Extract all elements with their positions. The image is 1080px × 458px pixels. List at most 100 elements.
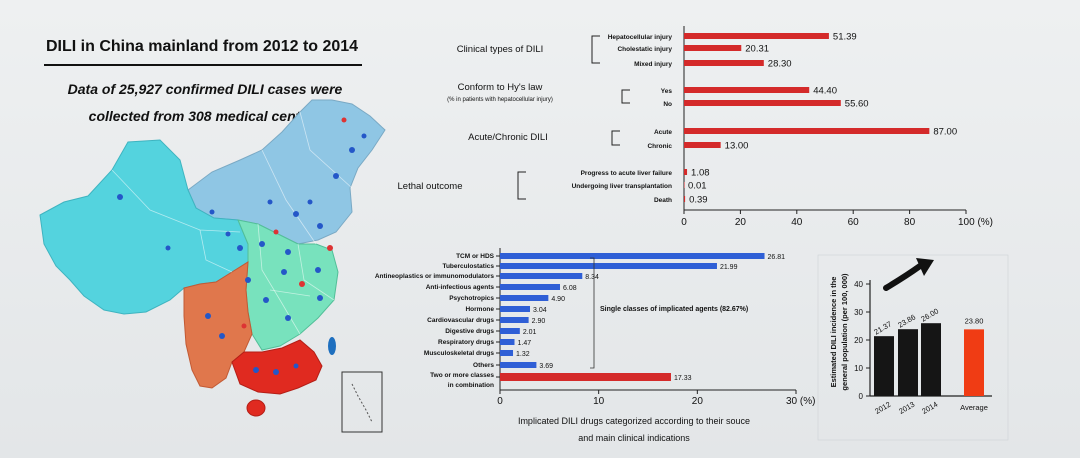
map-region-hainan bbox=[246, 399, 266, 417]
chart2-category-label: Cardiovascular drugs bbox=[427, 317, 494, 324]
chart3-y-tick-label: 40 bbox=[854, 280, 863, 289]
chart1-x-tick-label: 60 bbox=[848, 217, 860, 228]
chart2-value-label: 21.99 bbox=[720, 264, 738, 271]
chart3-value-label: 21.37 bbox=[872, 319, 893, 336]
chart2-bar bbox=[500, 350, 514, 356]
chart2-bar bbox=[500, 317, 529, 323]
chart2-category-label: Hormone bbox=[465, 306, 494, 313]
chart1-bar bbox=[684, 196, 686, 202]
chart2-value-label: 2.90 bbox=[532, 318, 546, 325]
chart2-category-label: Digestive drugs bbox=[445, 328, 494, 335]
chart3-value-label: 26.00 bbox=[919, 306, 940, 323]
chart1-group-sublabel: (% in patients with hepatocellular injur… bbox=[447, 97, 553, 103]
chart1-x-tick-label: 0 bbox=[681, 217, 687, 228]
chart1-value-label: 28.30 bbox=[768, 59, 792, 70]
map-region-taiwan bbox=[328, 337, 336, 355]
province-borders bbox=[111, 111, 353, 335]
chart3-ylabel-1: Estimated DILI incidence in the bbox=[829, 277, 838, 388]
trend-arrow-head-icon bbox=[916, 258, 934, 276]
chart3-value-label: 23.86 bbox=[896, 312, 917, 329]
chart2-category-label: Anti-infectious agents bbox=[426, 284, 495, 291]
chart2-category-label: Tuberculostatics bbox=[442, 263, 494, 270]
chart2-category-label: Antineoplastics or immunomodulators bbox=[375, 273, 495, 280]
medical-center-markers bbox=[117, 117, 367, 375]
chart2-bar bbox=[500, 306, 530, 312]
chart3-category-label: Average bbox=[960, 403, 988, 412]
chart1-bar-label: Mixed injury bbox=[634, 61, 672, 68]
chart1-bar-label: Chronic bbox=[647, 143, 672, 150]
chart2-bar bbox=[500, 295, 549, 301]
chart2-bar bbox=[500, 362, 537, 368]
chart2-category-label: Respiratory drugs bbox=[438, 339, 494, 346]
chart2-bar bbox=[500, 328, 520, 334]
chart3-bar bbox=[898, 329, 918, 396]
chart1-group-label: Lethal outcome bbox=[398, 181, 463, 192]
chart3-bar bbox=[874, 336, 894, 396]
map-region-south bbox=[231, 339, 323, 395]
chart1-value-label: 44.40 bbox=[813, 86, 837, 97]
chart2-bar bbox=[500, 263, 717, 269]
chart1-bar bbox=[684, 128, 930, 134]
chart1-bar bbox=[684, 60, 764, 66]
chart1-group-bracket bbox=[517, 171, 526, 200]
chart3-ylabel-2: general population (per 100, 000) bbox=[840, 273, 849, 391]
chart1-group-label: Acute/Chronic DILI bbox=[468, 132, 548, 143]
chart2-bar bbox=[500, 373, 671, 381]
chart2-x-tick-label: 20 bbox=[692, 396, 704, 407]
chart1-value-label: 55.60 bbox=[845, 99, 869, 110]
chart1-x-tick-label: 80 bbox=[904, 217, 916, 228]
chart2-x-tick-label: 30 (%) bbox=[786, 396, 815, 407]
chart1-group-bracket bbox=[621, 89, 630, 104]
chart2-value-label: 6.08 bbox=[563, 285, 577, 292]
chart3-category-label: 2012 bbox=[873, 400, 892, 416]
south-sea-inset bbox=[341, 371, 383, 433]
chart1-bar-label: Cholestatic injury bbox=[617, 46, 672, 53]
chart2-value-label: 8.34 bbox=[585, 274, 599, 281]
chart3-y-tick-label: 20 bbox=[854, 336, 863, 345]
map-subtitle: Data of 25,927 confirmed DILI cases were… bbox=[40, 76, 370, 130]
chart2-category-label: Musculoskeletal drugs bbox=[424, 350, 494, 357]
chart3-category-label: 2014 bbox=[920, 400, 939, 416]
chart1-group-label: Conform to Hy's law bbox=[458, 82, 543, 93]
china-map bbox=[39, 99, 386, 433]
chart2-value-label: 26.81 bbox=[768, 254, 786, 261]
chart1-bar-label: Yes bbox=[661, 88, 673, 95]
chart3-value-label: 23.80 bbox=[965, 316, 984, 325]
chart2-category-label: TCM or HDS bbox=[456, 253, 495, 260]
subtitle-line-2: collected from 308 medical centers bbox=[88, 108, 322, 124]
chart2-value-label: 2.01 bbox=[523, 329, 537, 336]
chart1-bar-label: Progress to acute liver failure bbox=[581, 170, 673, 177]
chart2-category-label: Psychotropics bbox=[449, 295, 494, 302]
chart1-bar-label: No bbox=[663, 101, 672, 108]
chart3-frame bbox=[817, 254, 1009, 441]
chart2-caption-2: and main clinical indications bbox=[578, 433, 690, 443]
chart1-value-label: 87.00 bbox=[933, 127, 957, 138]
chart3-bar bbox=[921, 323, 941, 396]
chart3-y-tick-label: 30 bbox=[854, 308, 863, 317]
chart1-bar bbox=[684, 169, 688, 175]
chart1-value-label: 0.01 bbox=[688, 181, 707, 192]
chart1-bar bbox=[684, 142, 721, 148]
chart1-bar bbox=[684, 100, 841, 106]
chart1-bar bbox=[684, 45, 742, 51]
chart1-group-label: Clinical types of DILI bbox=[457, 44, 544, 55]
chart2-value-label: 4.90 bbox=[551, 296, 565, 303]
chart1-value-label: 13.00 bbox=[725, 141, 749, 152]
chart1-value-label: 20.31 bbox=[745, 44, 769, 55]
chart1-x-tick-label: 20 bbox=[735, 217, 747, 228]
map-title: DILI in China mainland from 2012 to 2014 bbox=[46, 38, 359, 55]
chart3-y-tick-label: 10 bbox=[854, 364, 863, 373]
chart1-value-label: 0.39 bbox=[689, 195, 708, 206]
chart1-bar-label: Death bbox=[654, 197, 672, 204]
chart1-value-label: 1.08 bbox=[691, 168, 710, 179]
chart2-bar bbox=[500, 339, 515, 345]
chart1-group-bracket bbox=[591, 35, 600, 64]
chart2-category-label: Others bbox=[473, 362, 494, 369]
chart1-bar bbox=[684, 87, 810, 93]
chart1-x-tick-label: 100 (%) bbox=[958, 217, 993, 228]
chart2-caption-1: Implicated DILI drugs categorized accord… bbox=[518, 416, 750, 426]
chart2-single-bracket bbox=[590, 257, 595, 369]
chart2-x-tick-label: 0 bbox=[497, 396, 503, 407]
